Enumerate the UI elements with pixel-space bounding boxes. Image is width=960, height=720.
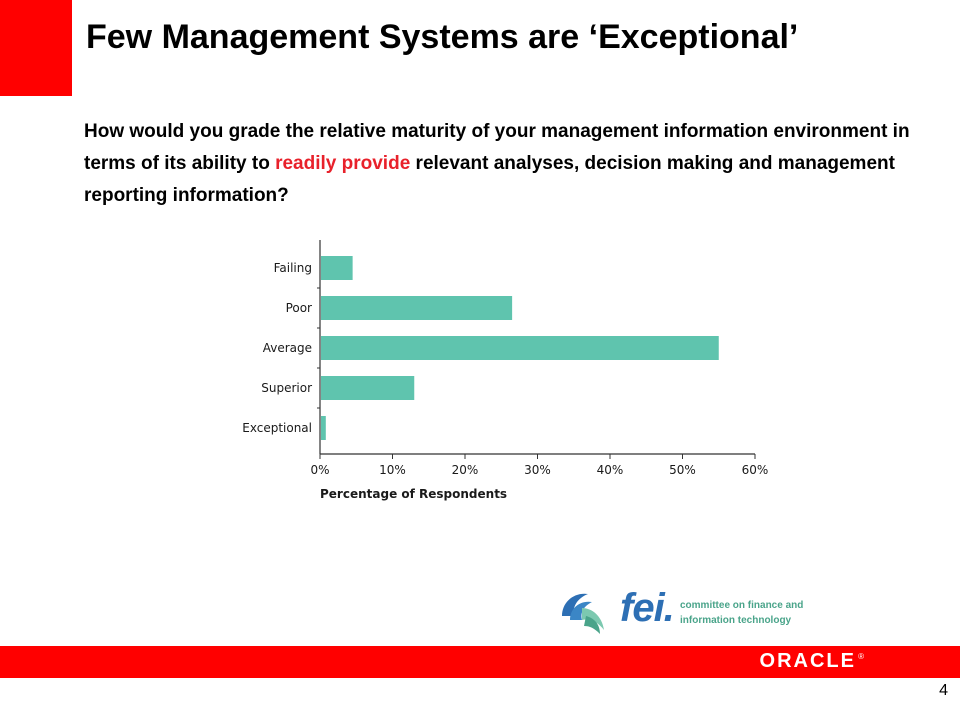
x-tick-label: 30%	[524, 463, 551, 477]
x-tick-label: 10%	[379, 463, 406, 477]
bar-poor	[321, 296, 513, 320]
x-ticks: 0% 10% 20% 30% 40% 50% 60%	[310, 454, 768, 477]
x-tick-label: 40%	[597, 463, 624, 477]
x-axis-title: Percentage of Respondents	[320, 487, 507, 501]
fei-caption: committee on finance and information tec…	[680, 600, 804, 626]
category-label-average: Average	[263, 341, 312, 355]
maturity-bar-chart: Failing Poor Average Superior Exceptional 0%…	[242, 240, 768, 501]
bar-average	[321, 336, 719, 360]
fei-wordmark: fei.	[620, 586, 675, 630]
category-label-superior: Superior	[261, 381, 312, 395]
x-tick-label: 0%	[310, 463, 329, 477]
category-label-failing: Failing	[274, 261, 312, 275]
question-text-start: How would you grade the relative maturit…	[84, 121, 910, 174]
oracle-registered-mark: ®	[858, 652, 864, 661]
bar-exceptional	[321, 416, 326, 440]
category-labels: Failing Poor Average Superior Exceptional	[242, 261, 320, 435]
footer-bar: ORACLE ®	[0, 646, 960, 678]
page-number: 4	[939, 682, 948, 699]
slide-title: Few Management Systems are ‘Exceptional’	[86, 18, 799, 56]
fei-logo: fei. committee on finance and informatio…	[556, 586, 816, 636]
category-label-exceptional: Exceptional	[242, 421, 312, 435]
bar-failing	[321, 256, 353, 280]
survey-question: How would you grade the relative maturit…	[84, 116, 944, 212]
bars	[321, 256, 719, 440]
x-tick-label: 50%	[669, 463, 696, 477]
category-label-poor: Poor	[286, 301, 312, 315]
question-text-end: relevant analyses, decision making and m…	[84, 153, 895, 206]
fei-swirl-icon	[562, 593, 604, 634]
oracle-logo: ORACLE	[759, 650, 856, 672]
bar-superior	[321, 376, 415, 400]
x-tick-label: 20%	[452, 463, 479, 477]
x-tick-label: 60%	[742, 463, 769, 477]
title-accent-block	[0, 0, 72, 96]
question-highlight: readily provide	[275, 153, 411, 174]
